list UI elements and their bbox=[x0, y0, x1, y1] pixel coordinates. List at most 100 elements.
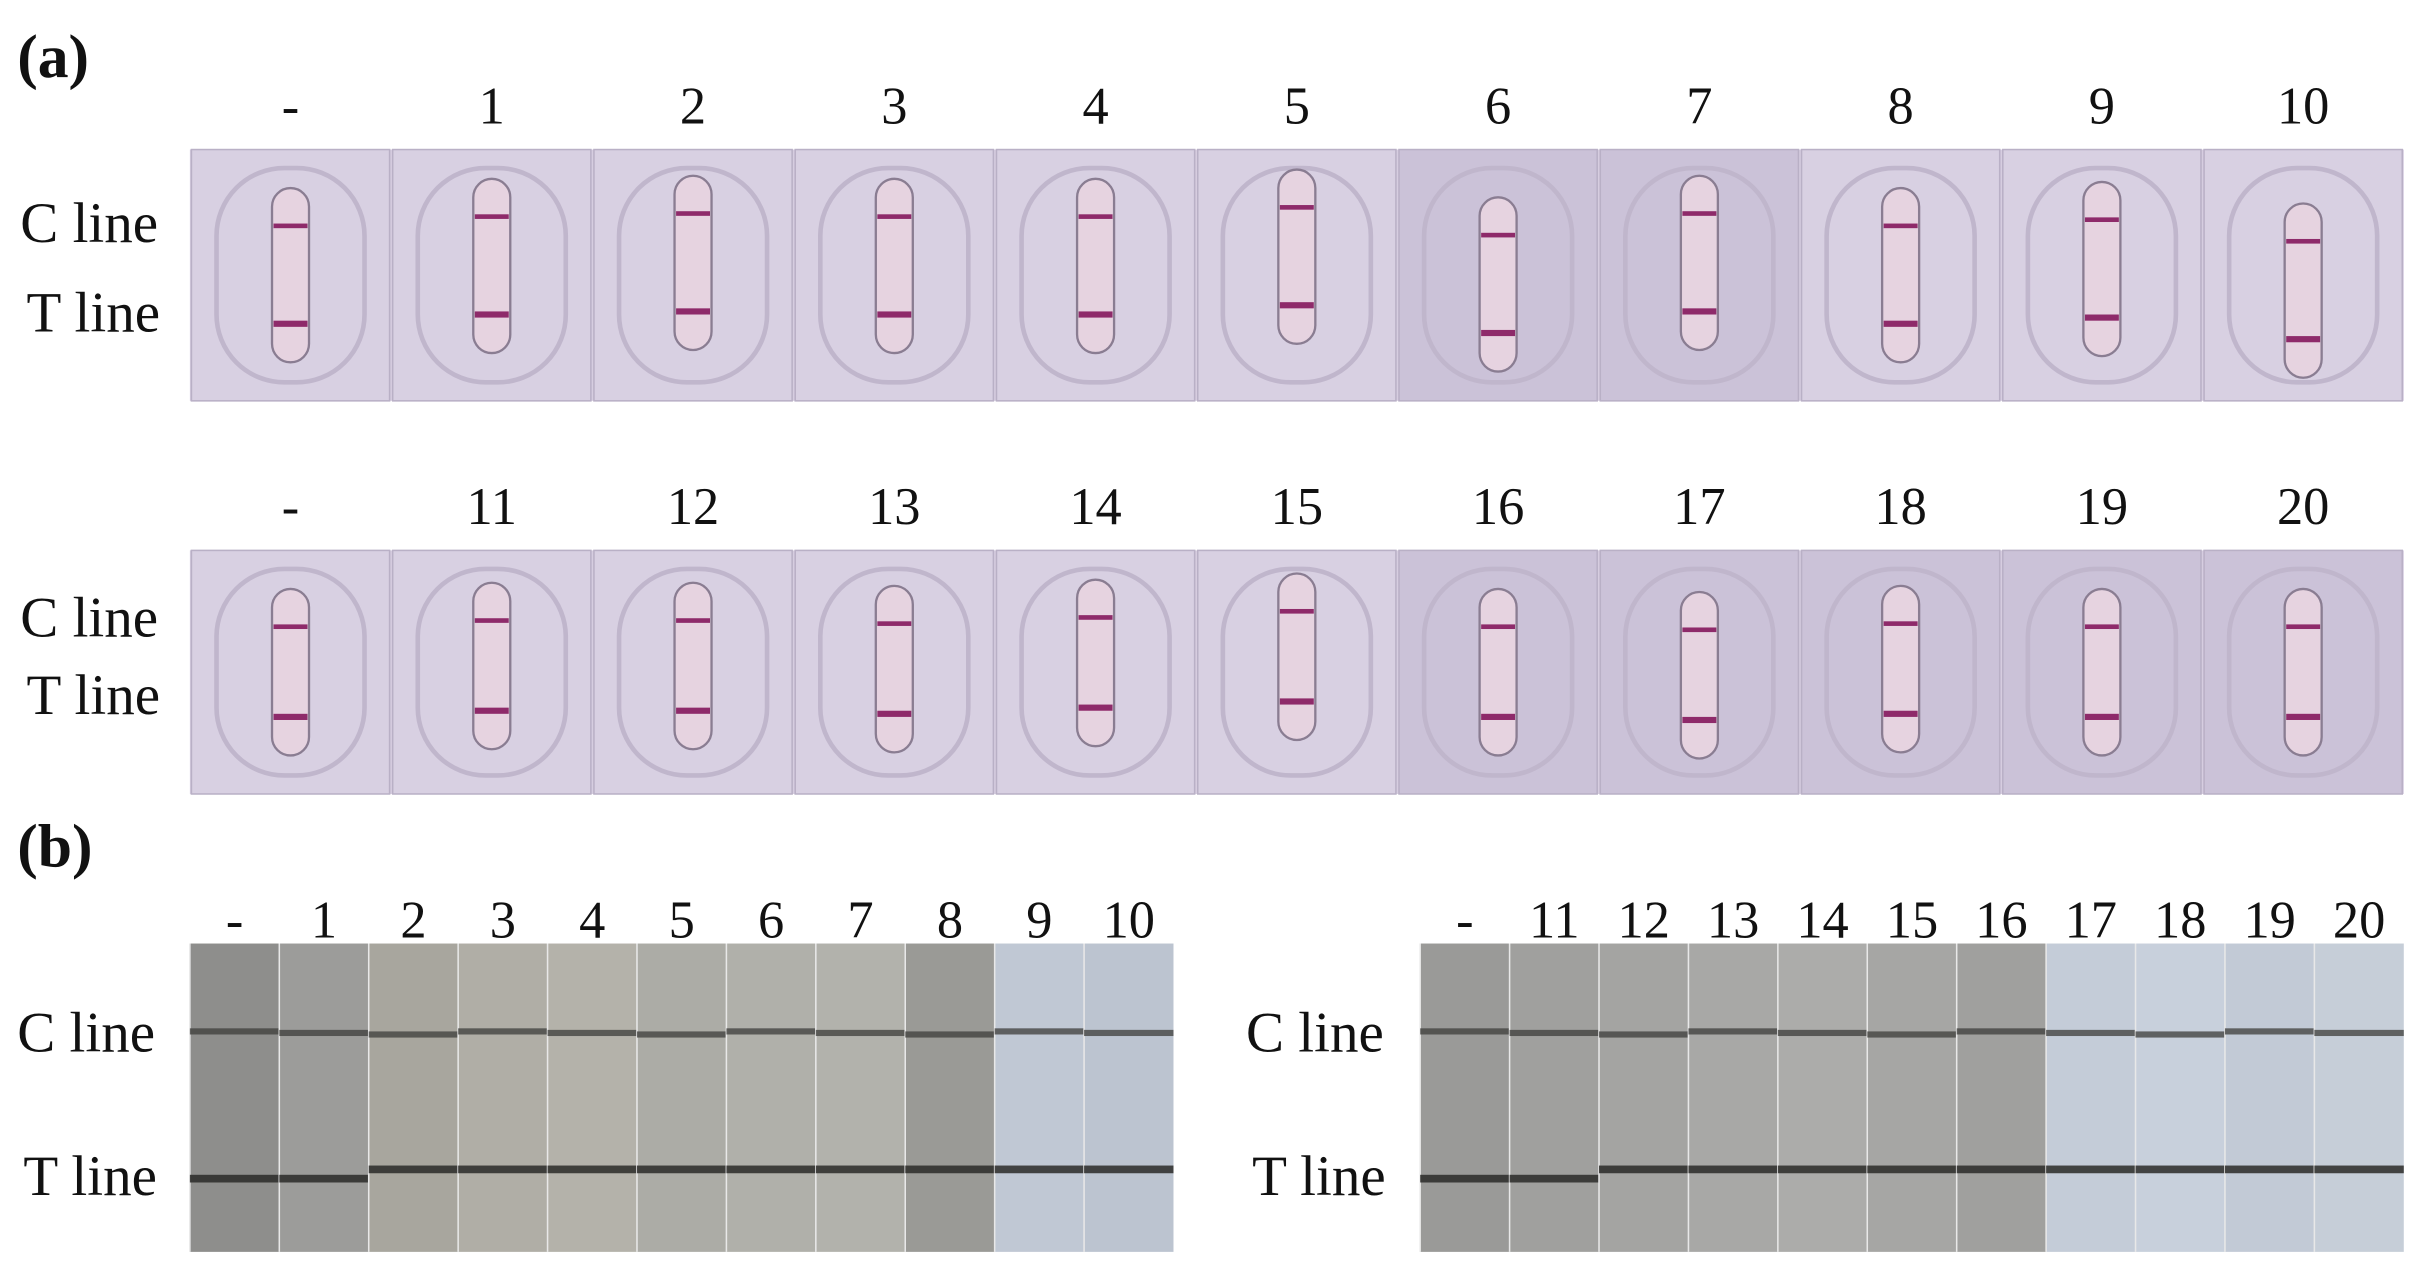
test-window bbox=[874, 584, 914, 754]
c-band bbox=[189, 1028, 280, 1035]
t-band bbox=[726, 1165, 816, 1174]
t-band bbox=[1956, 1165, 2047, 1174]
lane-label: 4 bbox=[1082, 77, 1108, 135]
lane-label: 2 bbox=[680, 77, 706, 135]
t-band bbox=[474, 707, 509, 714]
strip bbox=[1956, 943, 2047, 1252]
t-band bbox=[636, 1165, 727, 1174]
t-band bbox=[189, 1174, 280, 1183]
strip bbox=[2046, 943, 2136, 1252]
test-window bbox=[1277, 572, 1317, 742]
panel-label: (b) bbox=[17, 812, 92, 880]
test-window bbox=[1880, 584, 1921, 754]
cassette-well bbox=[1824, 566, 1977, 778]
strip bbox=[1084, 943, 1174, 1252]
c-band bbox=[2224, 1028, 2315, 1035]
cassette-well bbox=[214, 165, 367, 385]
lane-label: - bbox=[282, 478, 299, 536]
test-window bbox=[1075, 578, 1116, 748]
strip bbox=[905, 943, 995, 1252]
cassette-well bbox=[1824, 165, 1977, 385]
cassette-well bbox=[1421, 165, 1575, 385]
cassette-well bbox=[1623, 566, 1776, 778]
cassette-well bbox=[1019, 165, 1172, 385]
t-band bbox=[458, 1165, 548, 1174]
t-band bbox=[1279, 302, 1314, 309]
t-band bbox=[2046, 1165, 2136, 1174]
test-window bbox=[2283, 587, 2323, 757]
c-band bbox=[676, 211, 711, 216]
t-band bbox=[1682, 308, 1717, 315]
lane-label: 1 bbox=[311, 891, 337, 949]
strip bbox=[1509, 943, 1600, 1252]
c-band bbox=[1688, 1028, 1778, 1035]
cassette-well bbox=[2025, 165, 2179, 385]
t-band bbox=[2286, 713, 2321, 720]
lane-label: 7 bbox=[847, 891, 873, 949]
c-band bbox=[1599, 1031, 1689, 1038]
t-band bbox=[1084, 1165, 1174, 1174]
c-band bbox=[2046, 1029, 2136, 1037]
t-band bbox=[273, 320, 308, 327]
test-window bbox=[673, 581, 713, 751]
test-window bbox=[1478, 196, 1518, 373]
lane-label: 13 bbox=[868, 478, 920, 536]
strip bbox=[726, 943, 816, 1252]
t-band bbox=[1688, 1165, 1778, 1174]
t-band bbox=[815, 1165, 906, 1174]
lane-label: 9 bbox=[1026, 891, 1052, 949]
strip bbox=[994, 943, 1085, 1252]
t-band bbox=[547, 1165, 637, 1174]
c-band bbox=[368, 1031, 459, 1038]
c-band bbox=[458, 1028, 548, 1035]
t-band bbox=[1420, 1174, 1510, 1183]
lane-label: 4 bbox=[579, 891, 605, 949]
c-band bbox=[2286, 238, 2321, 244]
c-band bbox=[1084, 1029, 1174, 1037]
t-band bbox=[994, 1165, 1085, 1174]
cassette-well bbox=[2226, 165, 2380, 385]
t-band bbox=[1481, 329, 1516, 337]
c-band bbox=[1956, 1028, 2047, 1035]
row-label: C line bbox=[20, 192, 158, 255]
c-band bbox=[1279, 608, 1314, 614]
c-band bbox=[1883, 223, 1918, 229]
lane-label: 11 bbox=[1529, 891, 1579, 949]
row-label: C line bbox=[1246, 1001, 1384, 1064]
panel-label: (a) bbox=[17, 23, 89, 91]
lane-label: 6 bbox=[1485, 77, 1511, 135]
test-window bbox=[673, 174, 713, 352]
c-band bbox=[1509, 1029, 1600, 1037]
row-label: C line bbox=[17, 1001, 155, 1064]
strip bbox=[1777, 943, 1868, 1252]
c-band bbox=[273, 624, 308, 630]
c-band bbox=[636, 1031, 727, 1038]
t-band bbox=[877, 710, 912, 717]
strip bbox=[1420, 943, 1510, 1252]
lane-label: 5 bbox=[669, 891, 695, 949]
cassette-well bbox=[616, 566, 770, 778]
lane-label: 2 bbox=[400, 891, 426, 949]
test-window bbox=[1075, 177, 1116, 355]
test-window bbox=[1880, 186, 1921, 364]
t-band bbox=[1777, 1165, 1868, 1174]
strip bbox=[368, 943, 459, 1252]
t-band bbox=[2224, 1165, 2315, 1174]
strip bbox=[1599, 943, 1689, 1252]
c-band bbox=[1078, 214, 1113, 219]
cassette-well bbox=[1421, 566, 1575, 778]
lane-label: 18 bbox=[2154, 891, 2206, 949]
test-window bbox=[1679, 590, 1720, 760]
test-window bbox=[472, 581, 512, 751]
lane-label: 14 bbox=[1069, 478, 1121, 536]
test-window bbox=[270, 587, 311, 757]
cassette-well bbox=[1220, 165, 1374, 385]
cassette-well bbox=[1220, 566, 1374, 778]
c-band bbox=[1777, 1029, 1868, 1037]
c-band bbox=[474, 618, 509, 623]
lane-label: 9 bbox=[2089, 77, 2115, 135]
t-band bbox=[1078, 311, 1113, 318]
c-band bbox=[1682, 211, 1717, 216]
c-band bbox=[676, 618, 711, 623]
cassette-well bbox=[1019, 566, 1172, 778]
